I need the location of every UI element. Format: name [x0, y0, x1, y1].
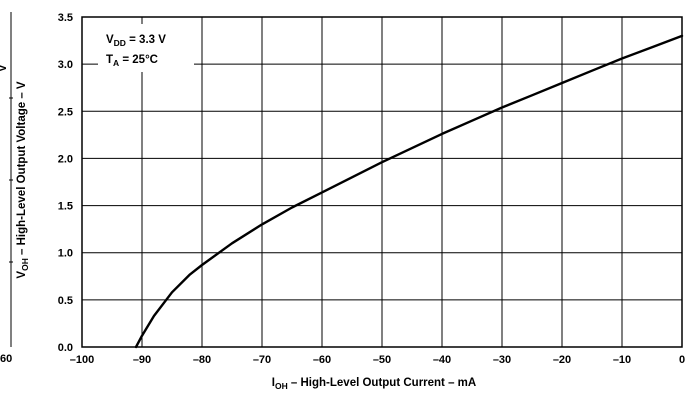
y-tick-label: 0.5: [58, 295, 73, 307]
annotation-box: [98, 24, 194, 72]
annotation-vdd-rest: = 3.3 V: [126, 34, 166, 46]
x-tick-label: –20: [553, 354, 571, 366]
fragment-x-tick-label: 60: [0, 353, 12, 365]
x-tick-label: –40: [433, 354, 451, 366]
x-tick-label: 0: [679, 354, 685, 366]
annotation-vdd-sub: DD: [114, 38, 126, 48]
y-tick-label: 2.0: [58, 153, 73, 165]
x-tick-label: –70: [253, 354, 271, 366]
y-tick-label: 1.0: [58, 248, 73, 260]
x-tick-label: –10: [613, 354, 631, 366]
y-tick-label: 0.0: [58, 342, 73, 354]
y-tick-label: 3.5: [58, 12, 73, 24]
x-tick-label: –50: [373, 354, 391, 366]
x-tick-label: –80: [193, 354, 211, 366]
series-line: [134, 34, 684, 349]
x-axis-label-main: I: [272, 377, 275, 389]
x-tick-label: –90: [133, 354, 151, 366]
x-axis-label: IOH – High-Level Output Current – mA: [272, 377, 476, 391]
annotation-ta-sub: A: [113, 58, 119, 68]
y-tick-label: 1.5: [58, 201, 73, 213]
y-axis-tick-labels: 0.0 0.5 1.0 1.5 2.0 2.5 3.0 3.5: [58, 12, 73, 354]
annotation-ta-rest: = 25°C: [119, 54, 158, 66]
series: [134, 34, 684, 349]
annotation-ta: TA = 25°C: [106, 54, 158, 68]
plot-border: [81, 16, 683, 348]
annotation-ta-main: T: [106, 54, 113, 66]
annotation-vdd-main: V: [106, 34, 114, 46]
x-tick-label: –100: [70, 354, 94, 366]
fragment-y-axis-label: V: [0, 64, 9, 72]
annotation-vdd: VDD = 3.3 V: [106, 34, 166, 48]
y-tick-label: 3.0: [58, 59, 73, 71]
y-axis-label-main: V: [16, 271, 28, 279]
x-tick-label: –60: [313, 354, 331, 366]
plot-frame: [81, 16, 683, 348]
y-axis-label-rest: – High-Level Output Voltage – V: [16, 81, 28, 258]
x-axis-label-sub: OH: [275, 381, 288, 391]
x-axis-tick-labels: –100 –90 –80 –70 –60 –50 –40 –30 –20 –10 0: [70, 354, 685, 366]
previous-chart-fragment: 60 V: [0, 12, 13, 365]
y-axis-label-sub: OH: [20, 258, 30, 271]
x-tick-label: –30: [493, 354, 511, 366]
y-tick-label: 2.5: [58, 106, 73, 118]
x-axis-label-rest: – High-Level Output Current – mA: [288, 377, 477, 389]
y-axis-label: VOH – High-Level Output Voltage – V: [16, 81, 30, 279]
